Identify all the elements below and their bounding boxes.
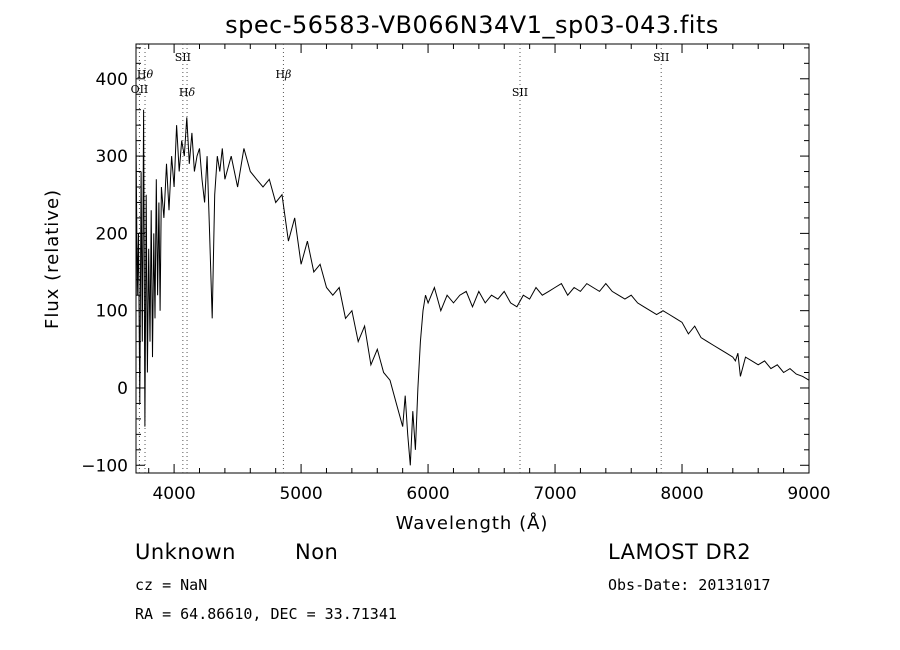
y-tick-label: −100	[81, 456, 128, 476]
x-tick-label: 7000	[533, 484, 576, 504]
line-marker-label: OII	[131, 83, 149, 96]
line-marker-label: Hθ	[137, 68, 154, 81]
x-tick-label: 6000	[406, 484, 449, 504]
x-axis-label: Wavelength (Å)	[396, 512, 549, 534]
line-marker-label: Hδ	[179, 86, 196, 99]
survey-label: LAMOST DR2	[608, 540, 752, 564]
line-marker-label: SII	[175, 51, 191, 64]
line-marker-label: Hβ	[275, 68, 291, 81]
axis-ticks: 4000 5000 6000 7000 8000 9000 −100 0 100 200 300 40…	[81, 44, 831, 504]
line-marker-label: SII	[512, 86, 528, 99]
y-tick-label: 300	[96, 147, 128, 167]
line-marker-label: SII	[653, 51, 669, 64]
x-tick-label: 9000	[787, 484, 830, 504]
x-tick-label: 8000	[660, 484, 703, 504]
class-label: Unknown	[135, 540, 236, 564]
obs-date-label: Obs-Date: 20131017	[608, 576, 771, 594]
subclass-label: Non	[295, 540, 339, 564]
y-tick-label: 400	[96, 70, 128, 90]
spectrum-line	[135, 109, 810, 466]
line-markers: OII Hθ SII Hδ Hβ SII SII	[131, 44, 669, 473]
y-axis-label: Flux (relative)	[42, 189, 63, 329]
plot-frame	[135, 43, 810, 474]
coordinates-label: RA = 64.86610, DEC = 33.71341	[135, 605, 397, 623]
x-tick-label: 5000	[279, 484, 322, 504]
y-tick-label: 0	[117, 379, 128, 399]
chart-title: spec-56583-VB066N34V1_sp03-043.fits	[225, 11, 719, 39]
redshift-label: cz = NaN	[135, 576, 208, 594]
y-tick-label: 100	[96, 302, 128, 322]
y-tick-label: 200	[96, 224, 128, 244]
x-tick-label: 4000	[152, 484, 195, 504]
